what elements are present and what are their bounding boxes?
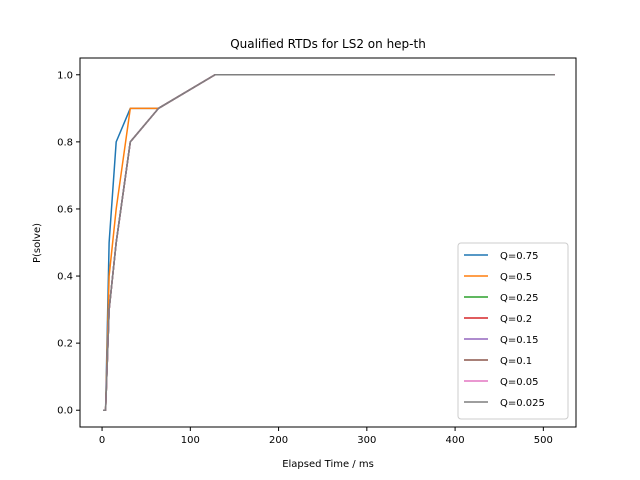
x-axis-label: Elapsed Time / ms [282, 459, 374, 470]
legend-label: Q=0.2 [500, 314, 532, 325]
y-tick-label: 0.4 [57, 272, 73, 283]
y-axis-ticks: 0.0 0.2 0.4 0.6 0.8 1.0 [57, 70, 80, 417]
legend-label: Q=0.05 [500, 377, 539, 388]
legend-label: Q=0.75 [500, 251, 539, 262]
plot-frame [79, 57, 577, 428]
chart-title: Qualified RTDs for LS2 on hep-th [230, 37, 426, 51]
y-tick-label: 0.8 [57, 137, 73, 148]
x-tick-label: 400 [446, 435, 465, 446]
legend-box [457, 242, 569, 420]
y-tick-label: 0.0 [57, 406, 73, 417]
x-tick-label: 100 [181, 435, 200, 446]
x-tick-label: 200 [269, 435, 288, 446]
x-tick-label: 0 [99, 435, 105, 446]
x-tick-label: 500 [534, 435, 553, 446]
y-tick-label: 1.0 [57, 70, 73, 81]
y-tick-label: 0.2 [57, 339, 73, 350]
y-tick-label: 0.6 [57, 204, 73, 215]
y-axis-label: P(solve) [32, 223, 43, 263]
legend-label: Q=0.5 [500, 272, 532, 283]
series-line-8 [103, 74, 555, 411]
legend-label: Q=0.025 [500, 398, 545, 409]
legend: Q=0.75 Q=0.5 Q=0.25 Q=0.2 Q=0.15 Q=0.1 Q=0.05 Q… [457, 242, 569, 420]
x-tick-label: 300 [357, 435, 376, 446]
legend-label: Q=0.1 [500, 356, 532, 367]
x-axis-ticks: 0 100 200 300 400 500 [99, 427, 553, 446]
plot-area [103, 74, 555, 411]
legend-label: Q=0.15 [500, 335, 539, 346]
legend-label: Q=0.25 [500, 293, 539, 304]
